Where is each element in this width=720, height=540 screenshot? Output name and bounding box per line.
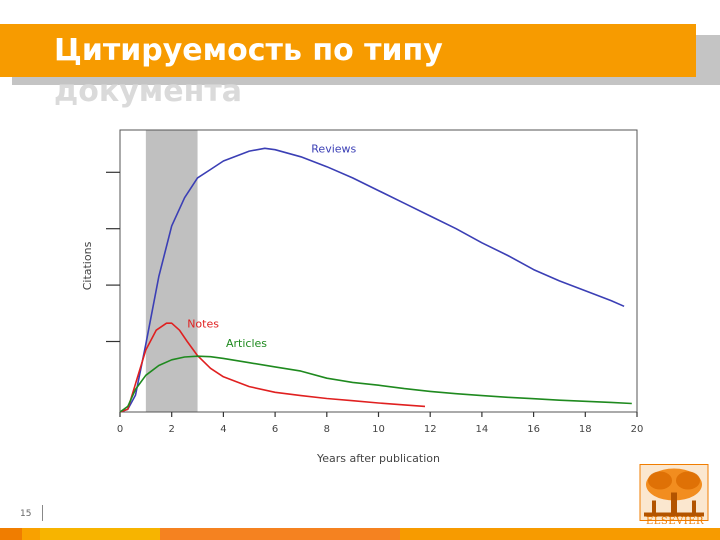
series-line-notes (119, 322, 426, 413)
citations-chart: 0 2 4 6 8 10 12 14 16 18 20 Years after publication… (81, 129, 644, 465)
slide-title-text: Цитируемость по типу (54, 33, 443, 68)
footer-segment (0, 528, 22, 540)
x-tick-label: 18 (579, 424, 592, 435)
series-label-reviews: Reviews (311, 143, 356, 156)
y-axis-label: Citations (81, 241, 94, 290)
x-tick-label: 6 (272, 424, 278, 435)
footer-segment (40, 528, 160, 540)
page-number-separator (42, 505, 43, 521)
elsevier-tree-logo (639, 464, 709, 521)
series-label-articles: Articles (226, 337, 267, 350)
footer-segment (160, 528, 400, 540)
slide-title-overflow: документа (54, 74, 242, 109)
x-tick-label: 20 (631, 424, 644, 435)
title-bar (0, 24, 696, 77)
series-label-notes: Notes (187, 317, 219, 330)
x-tick-label: 4 (220, 424, 226, 435)
x-tick-label: 12 (424, 424, 437, 435)
x-tick-label: 10 (372, 424, 385, 435)
series-line-reviews (119, 147, 625, 413)
footer-segment (22, 528, 40, 540)
x-axis-label: Years after publication (316, 452, 440, 465)
shaded-period (145, 130, 198, 412)
footer-segment (400, 528, 720, 540)
series-line-articles (119, 355, 632, 413)
page-number: 15 (20, 509, 32, 519)
x-tick-label: 2 (169, 424, 175, 435)
x-tick-label: 16 (527, 424, 540, 435)
slide-title: Цитируемость по типу документа (54, 30, 700, 109)
x-tick-label: 0 (117, 424, 123, 435)
footer-color-bar (0, 528, 720, 540)
elsevier-logo-text: ELSEVIER (645, 516, 705, 527)
x-tick-label: 8 (324, 424, 330, 435)
x-tick-label: 14 (476, 424, 489, 435)
